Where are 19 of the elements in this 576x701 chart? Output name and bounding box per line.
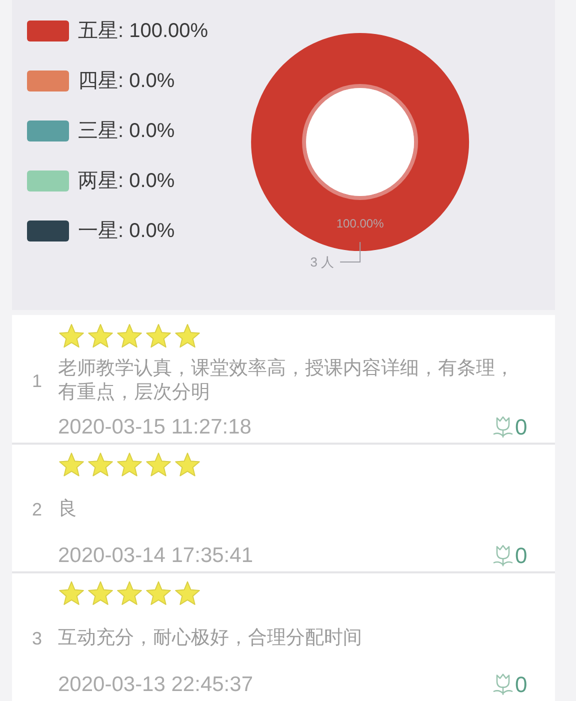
legend-label: 一星: 0.0% [78, 220, 175, 242]
text: 3 人 [310, 254, 334, 270]
legend-label: 两星: 0.0% [78, 170, 175, 192]
text: 3 [32, 628, 42, 648]
text: 2020-03-13 22:45:37 [58, 672, 253, 696]
text: 2 [32, 500, 42, 520]
text: 互动充分，耐心极好，合理分配时间 [58, 626, 362, 648]
text: 0 [515, 414, 528, 440]
text: 2020-03-15 11:27:18 [58, 416, 252, 438]
legend-label: 三星: 0.0% [78, 120, 175, 142]
legend-label: 四星: 0.0% [78, 70, 175, 92]
text: 老师教学认真，课堂效率高，授课内容详细，有条理，有重点，层次分明 [58, 356, 514, 402]
text: 2020-03-14 17:35:41 [58, 544, 253, 568]
text: 0 [515, 543, 528, 568]
text: 1 [32, 371, 42, 391]
legend-label: 五星: 100.00% [78, 20, 208, 42]
text: 0 [515, 672, 528, 697]
text: 良 [58, 497, 77, 520]
data-label: 100.00% [336, 216, 384, 230]
